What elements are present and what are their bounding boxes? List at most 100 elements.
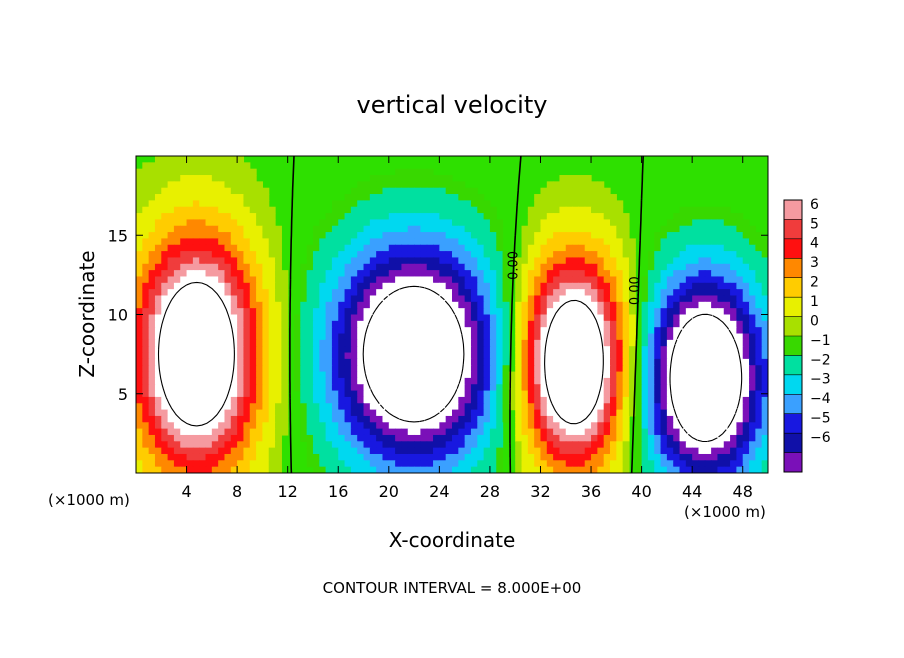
- field-cell: [540, 365, 548, 373]
- field-cell: [654, 295, 662, 303]
- field-cell: [603, 257, 611, 265]
- field-cell: [395, 289, 403, 297]
- field-cell: [704, 428, 712, 436]
- field-cell: [256, 384, 263, 392]
- field-cell: [565, 441, 573, 449]
- field-cell: [559, 219, 567, 227]
- field-cell: [186, 320, 194, 328]
- field-cell: [534, 238, 542, 246]
- field-cell: [180, 301, 188, 309]
- field-cell: [458, 219, 466, 227]
- field-cell: [673, 460, 681, 468]
- field-cell: [641, 428, 649, 436]
- field-cell: [717, 320, 725, 328]
- field-cell: [578, 301, 586, 309]
- field-cell: [685, 447, 693, 455]
- field-cell: [742, 295, 750, 303]
- field-cell: [470, 320, 478, 328]
- field-cell: [603, 238, 611, 246]
- field-cell: [262, 257, 270, 265]
- field-cell: [470, 314, 478, 322]
- field-cell: [489, 238, 497, 246]
- field-cell: [338, 333, 346, 341]
- field-cell: [192, 447, 200, 455]
- field-cell: [306, 339, 314, 347]
- field-cell: [654, 263, 662, 271]
- field-cell: [641, 358, 649, 366]
- field-cell: [578, 358, 586, 366]
- field-cell: [363, 327, 371, 335]
- field-cell: [369, 453, 377, 461]
- field-cell: [136, 466, 143, 473]
- field-cell: [218, 194, 226, 201]
- field-cell: [654, 434, 662, 442]
- field-cell: [584, 339, 592, 347]
- field-cell: [230, 460, 238, 468]
- field-cell: [679, 219, 687, 227]
- field-cell: [527, 434, 535, 442]
- field-cell: [616, 295, 624, 303]
- field-cell: [439, 270, 447, 278]
- field-cell: [401, 396, 409, 404]
- field-cell: [136, 276, 143, 284]
- field-cell: [578, 276, 586, 284]
- field-cell: [761, 282, 768, 290]
- field-cell: [496, 390, 504, 398]
- field-cell: [161, 251, 169, 259]
- field-cell: [237, 428, 245, 436]
- x-tick-label: 12: [278, 482, 298, 501]
- field-cell: [154, 219, 162, 227]
- field-cell: [736, 251, 744, 259]
- field-cell: [142, 434, 150, 442]
- field-cell: [243, 251, 251, 259]
- field-cell: [660, 276, 668, 284]
- field-cell: [180, 466, 188, 473]
- field-cell: [458, 460, 466, 468]
- field-cell: [711, 352, 719, 360]
- field-cell: [180, 327, 188, 335]
- field-cell: [230, 301, 238, 309]
- field-cell: [610, 409, 617, 417]
- field-cell: [489, 301, 497, 309]
- field-cell: [237, 390, 245, 398]
- field-cell: [679, 295, 687, 303]
- field-cell: [641, 365, 649, 373]
- field-cell: [369, 352, 377, 360]
- field-cell: [445, 384, 453, 392]
- field-cell: [218, 276, 226, 284]
- field-cell: [199, 460, 207, 468]
- field-cell: [610, 244, 617, 252]
- field-cell: [205, 396, 213, 404]
- field-cell: [154, 168, 162, 176]
- field-cell: [401, 453, 409, 461]
- field-cell: [325, 276, 333, 284]
- field-cell: [559, 409, 567, 417]
- field-cell: [641, 339, 649, 347]
- field-cell: [331, 270, 339, 278]
- field-cell: [230, 200, 238, 208]
- field-cell: [591, 460, 598, 468]
- x-axis-label: X-coordinate: [389, 528, 516, 552]
- field-cell: [414, 314, 421, 322]
- field-cell: [622, 460, 630, 468]
- field-cell: [597, 308, 605, 316]
- field-cell: [369, 371, 377, 379]
- field-cell: [761, 244, 768, 252]
- field-cell: [180, 403, 188, 411]
- field-cell: [578, 390, 586, 398]
- field-cell: [192, 213, 200, 220]
- field-cell: [730, 213, 737, 220]
- field-cell: [641, 352, 649, 360]
- field-cell: [363, 409, 371, 417]
- field-cell: [660, 377, 668, 385]
- field-cell: [483, 441, 491, 449]
- field-cell: [692, 295, 700, 303]
- field-cell: [382, 251, 390, 259]
- field-cell: [730, 257, 737, 265]
- field-cell: [376, 308, 384, 316]
- field-cell: [148, 187, 156, 195]
- field-cell: [502, 270, 510, 278]
- field-cell: [205, 194, 213, 201]
- colorbar-label: −6: [810, 430, 831, 446]
